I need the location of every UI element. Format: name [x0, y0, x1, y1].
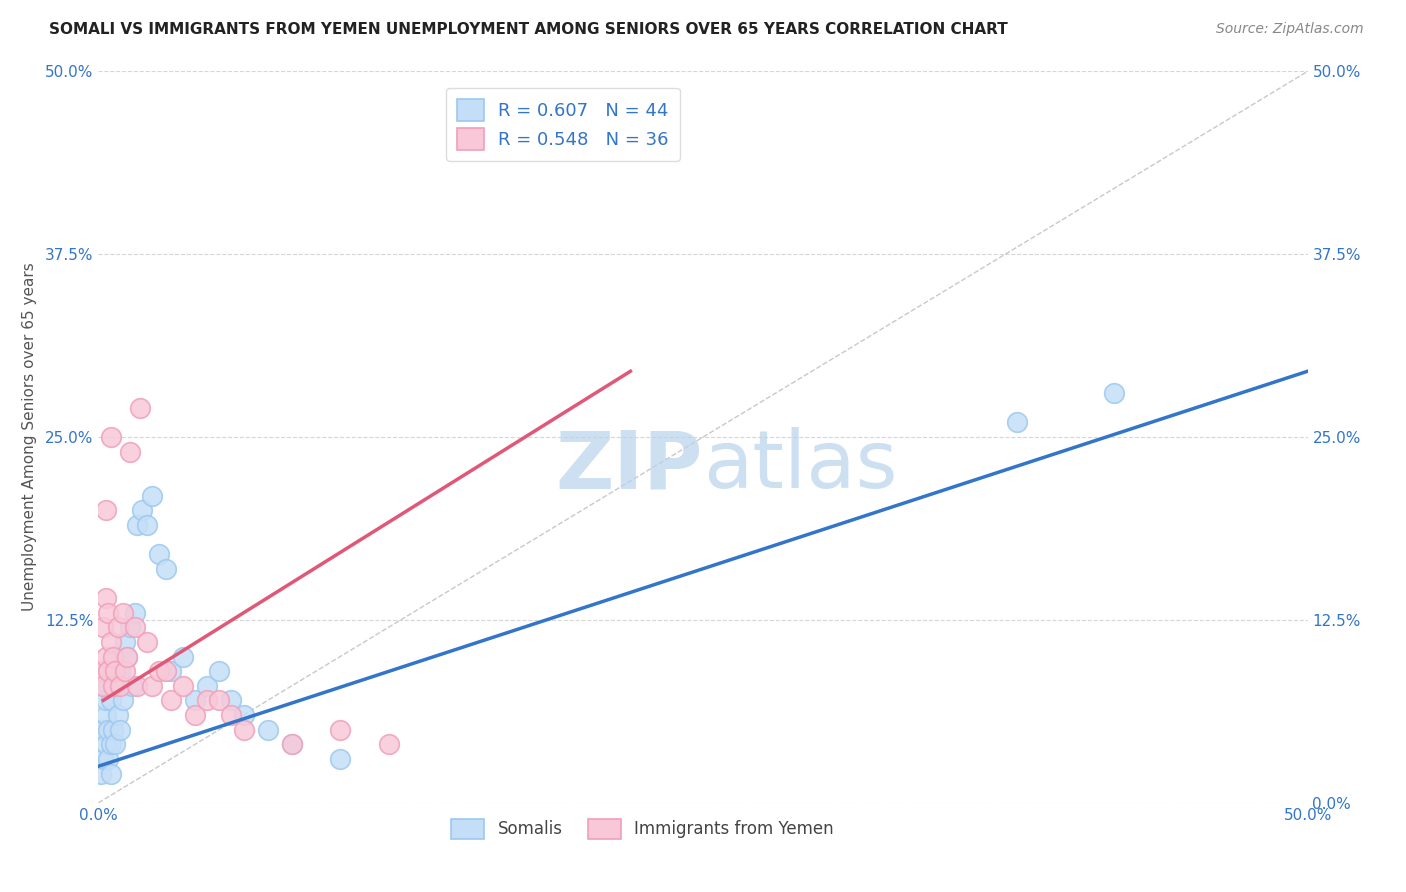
Point	[104, 737, 127, 751]
Point	[94, 737, 117, 751]
Text: SOMALI VS IMMIGRANTS FROM YEMEN UNEMPLOYMENT AMONG SENIORS OVER 65 YEARS CORRELA: SOMALI VS IMMIGRANTS FROM YEMEN UNEMPLOY…	[49, 22, 1008, 37]
Point	[101, 679, 124, 693]
Point	[100, 635, 122, 649]
Point	[128, 401, 150, 415]
Point	[208, 693, 231, 707]
Point	[172, 679, 194, 693]
Point	[104, 664, 127, 678]
Point	[195, 679, 218, 693]
Point	[141, 489, 163, 503]
Point	[256, 723, 278, 737]
Point	[155, 562, 177, 576]
Point	[281, 737, 304, 751]
Point	[107, 708, 129, 723]
Point	[97, 679, 120, 693]
Point	[124, 606, 146, 620]
Point	[91, 723, 114, 737]
Point	[94, 649, 117, 664]
Point	[107, 649, 129, 664]
Point	[118, 620, 141, 634]
Point	[221, 708, 243, 723]
Point	[135, 635, 157, 649]
Text: ZIP: ZIP	[555, 427, 703, 506]
Point	[172, 649, 194, 664]
Point	[208, 664, 231, 678]
Point	[141, 679, 163, 693]
Point	[195, 693, 218, 707]
Point	[1007, 416, 1029, 430]
Point	[281, 737, 304, 751]
Point	[100, 737, 122, 751]
Point	[127, 679, 149, 693]
Point	[111, 693, 134, 707]
Point	[108, 679, 131, 693]
Point	[148, 547, 170, 561]
Point	[124, 620, 146, 634]
Point	[221, 693, 243, 707]
Point	[108, 723, 131, 737]
Point	[114, 664, 136, 678]
Point	[91, 620, 114, 634]
Point	[97, 723, 120, 737]
Point	[100, 693, 122, 707]
Point	[100, 430, 122, 444]
Point	[91, 679, 114, 693]
Text: atlas: atlas	[703, 427, 897, 506]
Point	[184, 693, 207, 707]
Point	[108, 664, 131, 678]
Point	[94, 503, 117, 517]
Point	[135, 517, 157, 532]
Point	[184, 708, 207, 723]
Point	[97, 752, 120, 766]
Point	[94, 708, 117, 723]
Point	[160, 693, 183, 707]
Point	[90, 766, 112, 780]
Point	[107, 620, 129, 634]
Point	[97, 606, 120, 620]
Point	[90, 664, 112, 678]
Point	[101, 664, 124, 678]
Point	[94, 693, 117, 707]
Point	[117, 649, 139, 664]
Text: Source: ZipAtlas.com: Source: ZipAtlas.com	[1216, 22, 1364, 37]
Point	[117, 649, 139, 664]
Point	[232, 708, 254, 723]
Point	[155, 664, 177, 678]
Point	[148, 664, 170, 678]
Point	[329, 752, 352, 766]
Point	[1102, 386, 1125, 401]
Point	[104, 679, 127, 693]
Point	[101, 723, 124, 737]
Point	[100, 766, 122, 780]
Point	[94, 591, 117, 605]
Point	[131, 503, 153, 517]
Point	[329, 723, 352, 737]
Point	[101, 649, 124, 664]
Point	[118, 444, 141, 458]
Point	[91, 752, 114, 766]
Point	[377, 737, 399, 751]
Point	[232, 723, 254, 737]
Y-axis label: Unemployment Among Seniors over 65 years: Unemployment Among Seniors over 65 years	[21, 263, 37, 611]
Point	[97, 664, 120, 678]
Point	[111, 606, 134, 620]
Legend: Somalis, Immigrants from Yemen: Somalis, Immigrants from Yemen	[444, 812, 841, 846]
Point	[127, 517, 149, 532]
Point	[121, 679, 143, 693]
Point	[160, 664, 183, 678]
Point	[114, 635, 136, 649]
